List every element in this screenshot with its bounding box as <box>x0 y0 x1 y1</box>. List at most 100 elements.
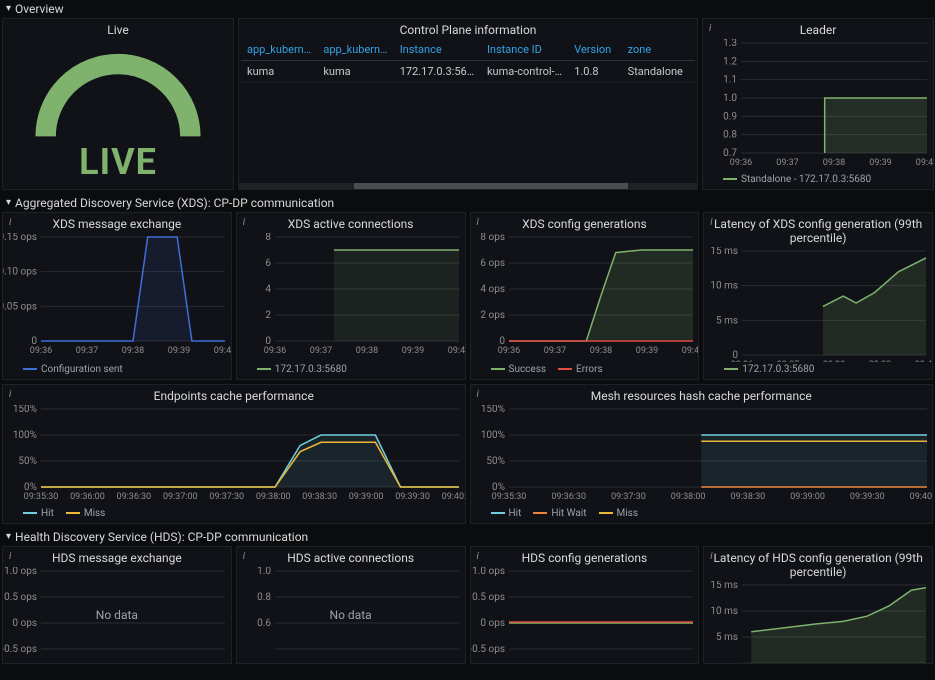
panel-hds-lat[interactable]: i Latency of HDS config generation (99th… <box>703 546 933 664</box>
section-header-xds[interactable]: ▾ Aggregated Discovery Service (XDS): CP… <box>0 194 935 212</box>
section-header-hds[interactable]: ▾ Health Discovery Service (HDS): CP-DP … <box>0 528 935 546</box>
svg-text:09:38: 09:38 <box>823 360 845 362</box>
svg-text:0.8: 0.8 <box>723 130 737 141</box>
svg-text:09:38: 09:38 <box>589 346 611 355</box>
legend: Hit Miss <box>3 506 465 523</box>
panel-xds-conn[interactable]: i XDS active connections 8642009:3609:37… <box>236 212 466 380</box>
panel-hds-conn[interactable]: i HDS active connections 1.00.80.6No dat… <box>236 546 466 664</box>
table-header[interactable]: Instance ID <box>481 39 568 61</box>
table-header[interactable]: Version <box>568 39 621 61</box>
panel-xds-msg[interactable]: i XDS message exchange 0.15 ops0.10 ops0… <box>2 212 232 380</box>
svg-text:09:37: 09:37 <box>543 346 565 355</box>
svg-text:0 ops: 0 ops <box>12 618 37 629</box>
info-icon[interactable]: i <box>9 389 11 400</box>
table-cell: 172.17.0.3:5680 <box>394 61 481 83</box>
svg-text:09:38:00: 09:38:00 <box>670 492 705 501</box>
table-header[interactable]: Instance <box>394 39 481 61</box>
panel-title: XDS active connections <box>237 213 465 233</box>
svg-text:50%: 50% <box>486 456 505 467</box>
svg-text:09:39:00: 09:39:00 <box>790 492 825 501</box>
legend-item[interactable]: Hit <box>23 508 54 519</box>
svg-text:0.10 ops: 0.10 ops <box>3 267 37 278</box>
panel-title: Latency of HDS config generation (99th p… <box>704 547 932 581</box>
legend: 172.17.0.3:5680 <box>704 362 932 379</box>
svg-text:09:36:30: 09:36:30 <box>551 492 586 501</box>
svg-text:09:39: 09:39 <box>635 346 657 355</box>
legend-item[interactable]: Configuration sent <box>23 364 123 375</box>
legend-item[interactable]: Hit Wait <box>533 508 586 519</box>
section-header-overview[interactable]: ▾ Overview <box>0 0 935 18</box>
section-title: Health Discovery Service (HDS): CP-DP co… <box>15 530 308 544</box>
svg-text:0.8: 0.8 <box>257 592 271 603</box>
svg-text:09:40: 09:40 <box>916 158 933 167</box>
panel-endpoint-cache[interactable]: i Endpoints cache performance 150%100%50… <box>2 384 466 524</box>
svg-text:09:39: 09:39 <box>869 360 891 362</box>
legend: Configuration sent <box>3 362 231 379</box>
svg-text:09:36:30: 09:36:30 <box>117 492 152 501</box>
legend-item[interactable]: Miss <box>66 508 105 519</box>
svg-text:09:38:30: 09:38:30 <box>730 492 765 501</box>
svg-text:09:40:00: 09:40:00 <box>909 492 932 501</box>
legend-item[interactable]: Success <box>491 364 547 375</box>
info-icon[interactable]: i <box>243 551 245 562</box>
panel-title: XDS message exchange <box>3 213 231 233</box>
info-icon[interactable]: i <box>477 551 479 562</box>
legend-item[interactable]: 172.17.0.3:5680 <box>724 364 814 375</box>
svg-text:6 ops: 6 ops <box>480 258 505 269</box>
live-status-text: LIVE <box>79 141 157 183</box>
table-header[interactable]: zone <box>622 39 695 61</box>
table-header[interactable]: app_kubernetes_io_... <box>317 39 393 61</box>
svg-text:6: 6 <box>265 258 271 269</box>
svg-text:0.5 ops: 0.5 ops <box>4 592 37 603</box>
info-icon[interactable]: i <box>477 217 479 228</box>
info-icon[interactable]: i <box>9 217 11 228</box>
legend-item[interactable]: Hit <box>491 508 522 519</box>
table-scrollbar[interactable] <box>239 183 697 189</box>
scrollbar-thumb[interactable] <box>354 183 629 189</box>
table-cell: Standalone <box>622 61 695 83</box>
panel-leader[interactable]: i Leader 1.31.21.11.00.90.80.709:3609:37… <box>702 18 934 190</box>
svg-text:8 ops: 8 ops <box>480 233 505 243</box>
legend-item[interactable]: Miss <box>599 508 638 519</box>
panel-hds-gen[interactable]: i HDS config generations 1.0 ops0.5 ops0… <box>470 546 700 664</box>
svg-text:2 ops: 2 ops <box>480 310 505 321</box>
info-icon[interactable]: i <box>9 551 11 562</box>
panel-cp-info[interactable]: Control Plane information app_kubernetes… <box>238 18 698 190</box>
info-icon[interactable]: i <box>477 389 479 400</box>
svg-text:09:40: 09:40 <box>214 346 231 355</box>
panel-xds-lat[interactable]: i Latency of XDS config generation (99th… <box>703 212 933 380</box>
panel-hds-msg[interactable]: i HDS message exchange 1.0 ops0.5 ops0 o… <box>2 546 232 664</box>
table-cell: 1.0.8 <box>568 61 621 83</box>
svg-text:09:36: 09:36 <box>30 346 52 355</box>
legend: Hit Hit Wait Miss <box>471 506 933 523</box>
svg-text:10 ms: 10 ms <box>711 606 739 617</box>
legend-item[interactable]: Errors <box>558 364 603 375</box>
svg-text:09:37: 09:37 <box>76 346 98 355</box>
panel-title: Latency of XDS config generation (99th p… <box>704 213 932 247</box>
svg-text:150%: 150% <box>13 405 37 415</box>
svg-text:100%: 100% <box>13 430 37 441</box>
section-title: Aggregated Discovery Service (XDS): CP-D… <box>15 196 334 210</box>
svg-text:09:36: 09:36 <box>730 158 752 167</box>
legend-item[interactable]: Standalone - 172.17.0.3:5680 <box>723 174 871 185</box>
svg-text:09:40: 09:40 <box>448 346 465 355</box>
svg-text:0.05 ops: 0.05 ops <box>3 301 37 312</box>
info-icon[interactable]: i <box>243 217 245 228</box>
svg-text:09:38:00: 09:38:00 <box>256 492 291 501</box>
svg-text:09:40: 09:40 <box>681 346 698 355</box>
table-header[interactable]: app_kubernetes_io_i... <box>241 39 317 61</box>
legend-item[interactable]: 172.17.0.3:5680 <box>257 364 347 375</box>
panel-mesh-cache[interactable]: i Mesh resources hash cache performance … <box>470 384 934 524</box>
svg-text:0.9: 0.9 <box>723 111 737 122</box>
svg-text:1.2: 1.2 <box>723 56 737 67</box>
panel-title: Mesh resources hash cache performance <box>471 385 933 405</box>
table-row[interactable]: kumakuma172.17.0.3:5680kuma-control-plan… <box>241 61 695 83</box>
info-icon[interactable]: i <box>710 217 712 228</box>
panel-live[interactable]: Live LIVE <box>2 18 234 190</box>
panel-title: HDS message exchange <box>3 547 231 567</box>
info-icon[interactable]: i <box>709 23 711 34</box>
info-icon[interactable]: i <box>710 551 712 562</box>
panel-xds-gen[interactable]: i XDS config generations 8 ops6 ops4 ops… <box>470 212 700 380</box>
svg-text:4: 4 <box>265 284 271 295</box>
svg-text:09:37:30: 09:37:30 <box>611 492 646 501</box>
